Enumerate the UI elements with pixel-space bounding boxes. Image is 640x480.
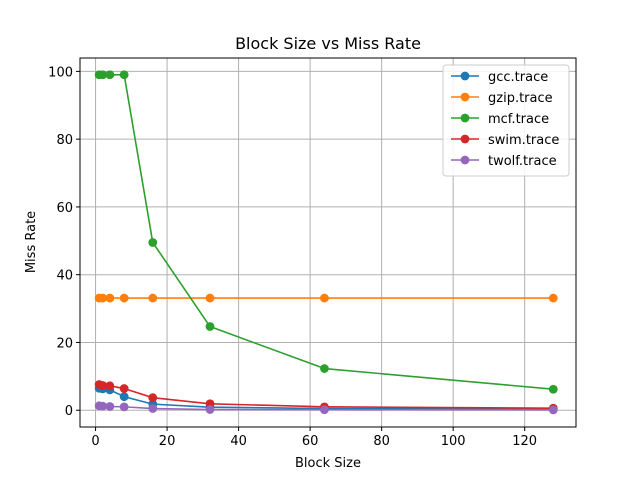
- data-point: [105, 381, 115, 391]
- x-tick-label: 0: [91, 434, 99, 449]
- data-point: [205, 322, 215, 331]
- y-tick-label: 20: [56, 336, 73, 351]
- legend-marker: [460, 155, 470, 165]
- y-tick-label: 100: [48, 65, 73, 80]
- x-tick-label: 40: [230, 434, 247, 449]
- data-point: [105, 293, 115, 303]
- data-point: [98, 293, 108, 303]
- plot-frame: [79, 57, 577, 428]
- data-point: [148, 293, 158, 303]
- data-point: [98, 381, 108, 390]
- data-point: [105, 402, 115, 411]
- data-point: [320, 293, 329, 303]
- legend-marker: [460, 92, 470, 102]
- y-tick-label: 60: [56, 201, 73, 216]
- legend-label: gcc.trace: [488, 70, 548, 85]
- legend-marker: [460, 113, 470, 123]
- series-twolf-trace: [94, 401, 558, 415]
- data-point: [320, 364, 329, 373]
- data-point: [205, 405, 215, 414]
- legend-box: [442, 64, 570, 177]
- data-point: [148, 238, 158, 247]
- y-tick-label: 40: [56, 269, 73, 284]
- data-point: [119, 293, 129, 303]
- axis-ticks: 0 20 40 60 80 100 120 0 20 40 60 80 100: [48, 65, 537, 449]
- y-axis-label: Miss Rate: [24, 211, 39, 273]
- x-axis-label: Block Size: [295, 456, 361, 471]
- series-gzip-trace: [94, 293, 558, 303]
- legend-label: swim.trace: [488, 133, 559, 148]
- data-point: [119, 384, 129, 393]
- series-layer: [94, 70, 558, 415]
- legend: gcc.trace gzip.trace mcf.trace swim.trace tw…: [442, 64, 570, 177]
- data-point: [98, 70, 108, 80]
- data-point: [119, 392, 129, 402]
- legend-marker: [460, 134, 470, 144]
- legend-marker: [460, 71, 470, 81]
- data-point: [119, 70, 129, 80]
- legend-label: mcf.trace: [488, 112, 549, 127]
- data-point: [548, 405, 558, 415]
- grid: [80, 58, 576, 427]
- x-tick-label: 60: [302, 434, 319, 449]
- data-point: [98, 401, 108, 411]
- data-point: [148, 393, 158, 403]
- x-tick-label: 80: [373, 434, 390, 449]
- data-point: [119, 402, 129, 412]
- legend-label: gzip.trace: [488, 91, 553, 106]
- legend-label: twolf.trace: [488, 154, 557, 169]
- x-tick-label: 120: [512, 434, 537, 449]
- data-point: [205, 293, 215, 303]
- data-point: [148, 404, 158, 413]
- data-point: [105, 70, 115, 80]
- x-tick-label: 20: [159, 434, 176, 449]
- x-tick-label: 100: [441, 434, 466, 449]
- data-point: [548, 293, 558, 303]
- y-tick-label: 80: [56, 133, 73, 148]
- y-tick-label: 0: [65, 404, 73, 419]
- series-mcf-trace: [94, 70, 558, 394]
- data-point: [320, 405, 329, 415]
- chart-title: Block Size vs Miss Rate: [235, 34, 421, 53]
- data-point: [548, 384, 558, 394]
